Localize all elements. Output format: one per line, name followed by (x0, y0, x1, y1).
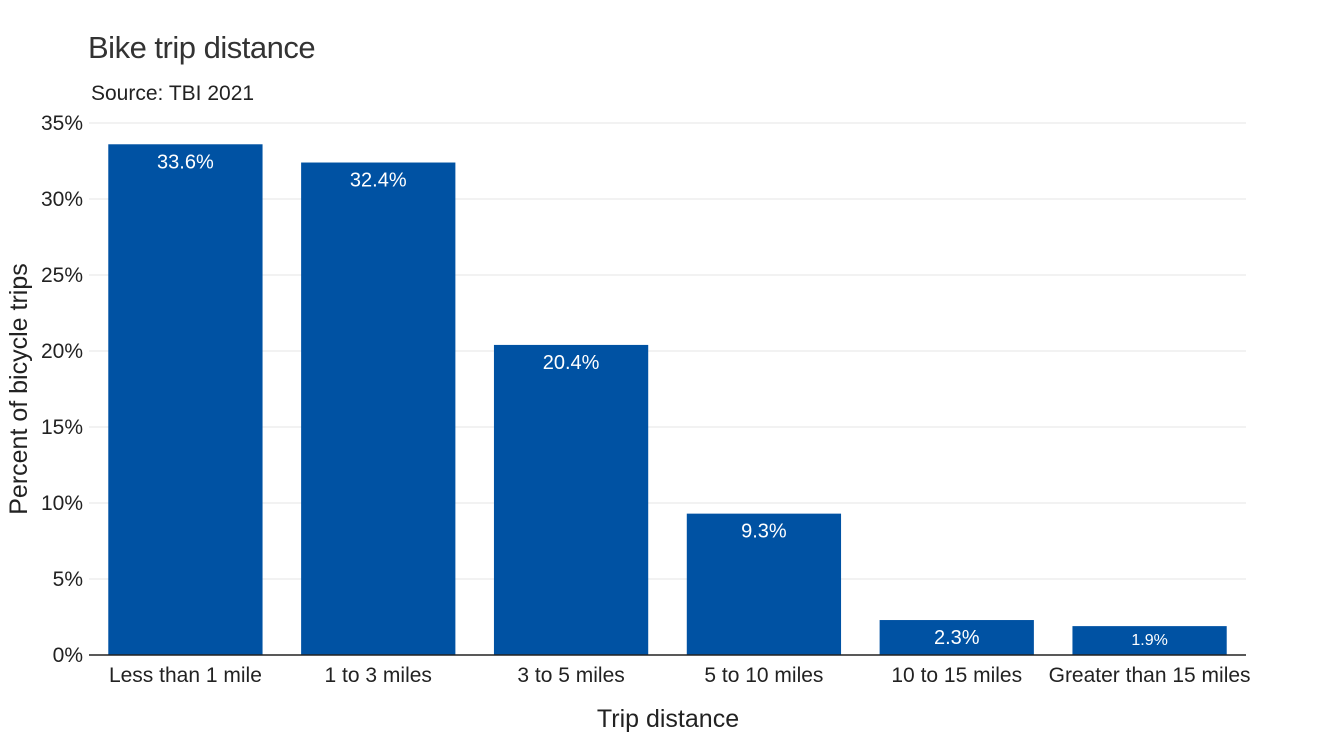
data-label: 20.4% (543, 352, 600, 374)
bar (493, 344, 649, 655)
x-tick-label: Greater than 15 miles (1049, 664, 1251, 687)
x-axis-ticks: Less than 1 mile 1 to 3 miles 3 to 5 miles… (109, 664, 1251, 687)
y-tick-label: 20% (41, 340, 83, 363)
data-labels: 33.6% 32.4% 20.4% 9.3% 2.3% 1.9% (157, 151, 1168, 649)
bar (686, 513, 842, 655)
bar (1072, 626, 1227, 655)
y-axis-title: Percent of bicycle trips (5, 263, 33, 515)
y-tick-label: 30% (41, 188, 83, 211)
data-label: 9.3% (741, 521, 787, 543)
x-tick-label: 1 to 3 miles (325, 664, 432, 687)
y-tick-label: 35% (41, 112, 83, 135)
y-tick-label: 10% (41, 492, 83, 515)
bar (879, 620, 1034, 655)
x-axis-title: Trip distance (597, 705, 739, 733)
data-label: 33.6% (157, 151, 214, 173)
x-tick-label: 3 to 5 miles (517, 664, 624, 687)
y-tick-label: 5% (53, 568, 83, 591)
x-tick-label: 5 to 10 miles (704, 664, 823, 687)
y-axis-ticks: 0% 5% 10% 15% 20% 25% 30% 35% (41, 112, 83, 667)
chart-subtitle: Source: TBI 2021 (91, 82, 254, 105)
y-tick-label: 15% (41, 416, 83, 439)
y-tick-label: 25% (41, 264, 83, 287)
bar (108, 144, 263, 655)
bar (301, 162, 456, 655)
gridlines (89, 122, 1246, 580)
x-tick-label: Less than 1 mile (109, 664, 262, 687)
bars (108, 144, 1227, 655)
chart-title: Bike trip distance (88, 30, 315, 65)
y-tick-label: 0% (53, 644, 83, 667)
data-label: 32.4% (350, 170, 407, 192)
data-label: 1.9% (1131, 632, 1167, 649)
x-tick-label: 10 to 15 miles (891, 664, 1022, 687)
data-label: 2.3% (934, 627, 980, 649)
